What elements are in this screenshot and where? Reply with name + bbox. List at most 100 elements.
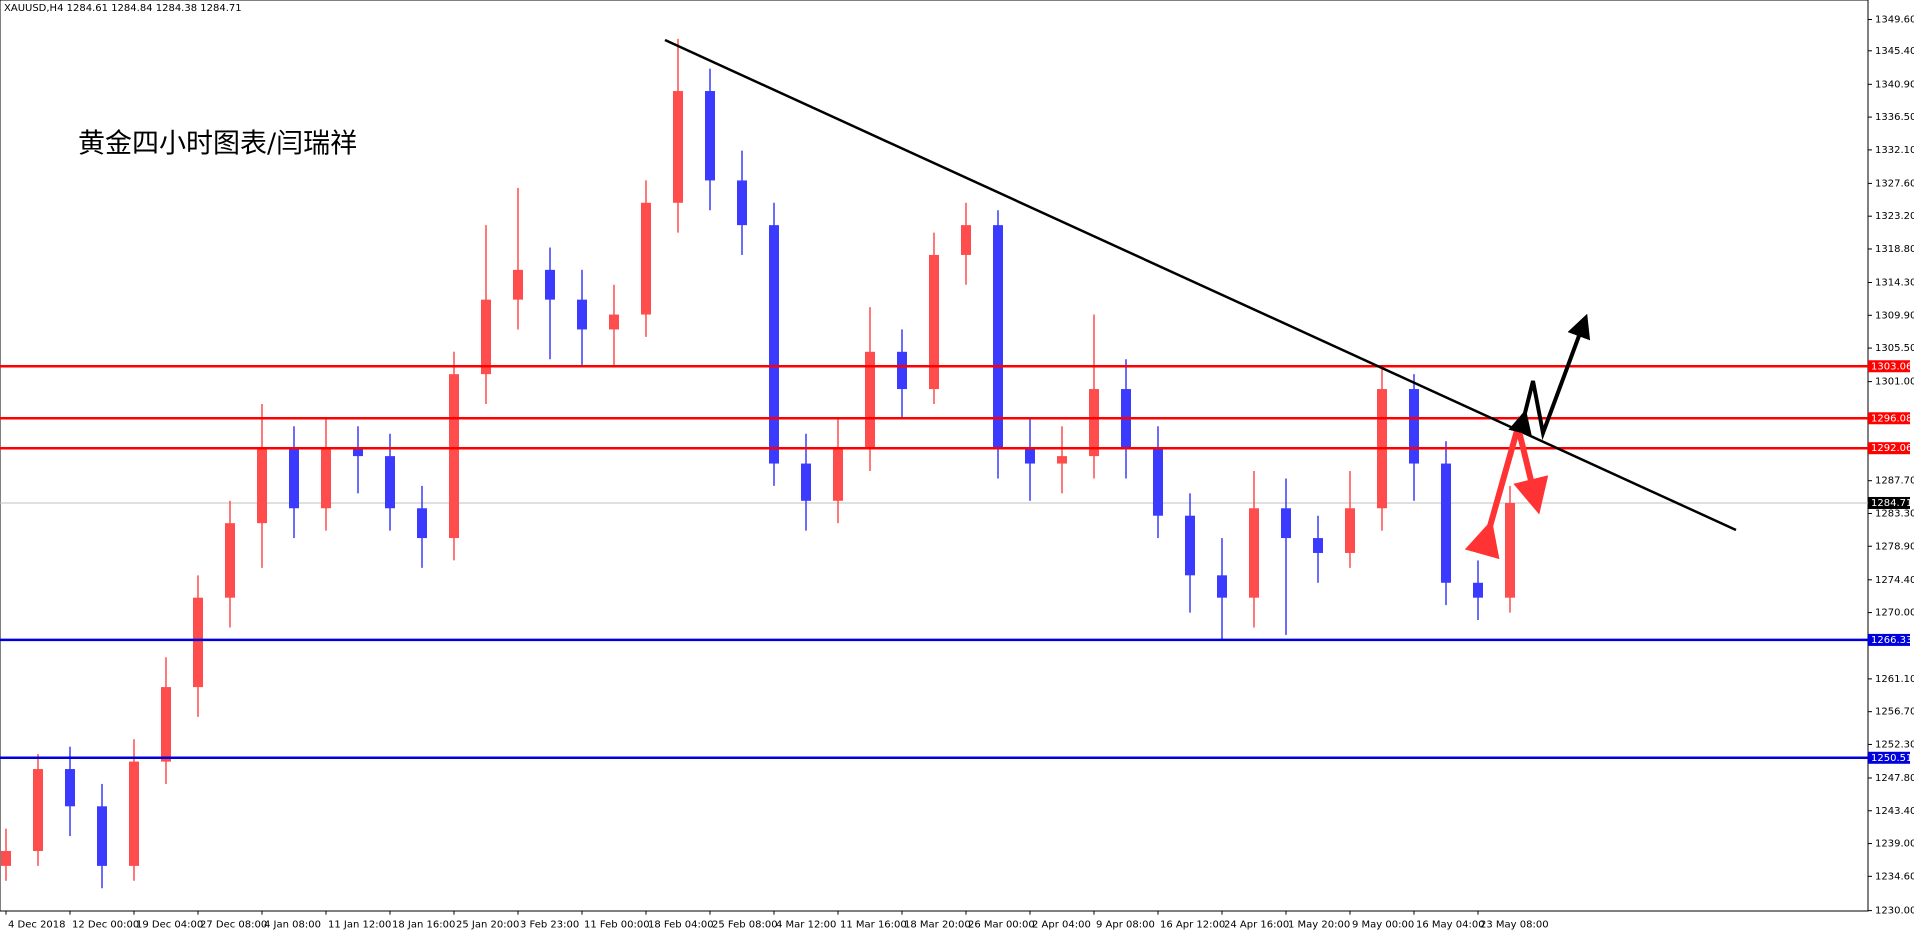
y-tick-label: 1309.90 bbox=[1875, 310, 1914, 321]
x-tick-label: 16 May 04:00 bbox=[1416, 920, 1485, 931]
x-tick-label: 24 Apr 16:00 bbox=[1224, 920, 1289, 931]
y-tick-label: 1327.60 bbox=[1875, 178, 1914, 189]
x-tick-label: 2 Apr 04:00 bbox=[1032, 920, 1091, 931]
y-tick-label: 1336.50 bbox=[1875, 112, 1914, 123]
x-tick-label: 12 Dec 00:00 bbox=[72, 920, 139, 931]
y-tick-label: 1283.30 bbox=[1875, 508, 1914, 519]
ohlc: 1284.84 bbox=[111, 3, 152, 14]
black-arrow bbox=[1508, 313, 1591, 441]
x-tick-label: 16 Apr 12:00 bbox=[1160, 920, 1225, 931]
y-tick-label: 1274.40 bbox=[1875, 575, 1914, 586]
y-tick-label: 1243.40 bbox=[1875, 806, 1914, 817]
candle-body bbox=[353, 448, 363, 457]
candle-body bbox=[641, 202, 651, 315]
candle-body bbox=[577, 299, 587, 330]
candle-body bbox=[769, 225, 779, 464]
y-tick-label: 1261.10 bbox=[1875, 674, 1914, 685]
x-tick-label: 9 May 00:00 bbox=[1352, 920, 1414, 931]
candle-body bbox=[865, 351, 875, 449]
candle-body bbox=[833, 448, 843, 501]
level-tag bbox=[1868, 751, 1910, 764]
y-tick-label: 1252.30 bbox=[1875, 739, 1914, 750]
bid-tag-label: 1284.71 bbox=[1871, 498, 1912, 509]
y-tick-label: 1345.40 bbox=[1875, 46, 1914, 57]
y-tick-label: 1230.00 bbox=[1875, 906, 1914, 917]
y-tick-label: 1301.00 bbox=[1875, 377, 1914, 388]
y-tick-label: 1234.60 bbox=[1875, 871, 1914, 882]
x-tick-label: 26 Mar 00:00 bbox=[968, 920, 1035, 931]
x-tick-label: 3 Feb 23:00 bbox=[520, 920, 579, 931]
level-tag bbox=[1868, 633, 1910, 646]
x-tick-label: 27 Dec 08:00 bbox=[200, 920, 267, 931]
header: XAUUSD,H4 1284.61 1284.84 1284.38 1284.7… bbox=[4, 3, 242, 14]
candle-body bbox=[225, 523, 235, 598]
x-tick-label: 25 Feb 08:00 bbox=[712, 920, 778, 931]
candle-body bbox=[161, 687, 171, 762]
candle-body bbox=[1281, 508, 1291, 539]
ohlc: 1284.38 bbox=[156, 3, 197, 14]
candle-body bbox=[1025, 448, 1035, 464]
level-tag-label: 1266.33 bbox=[1871, 635, 1912, 646]
y-tick-label: 1278.90 bbox=[1875, 541, 1914, 552]
candle-body bbox=[449, 374, 459, 539]
level-tag bbox=[1868, 412, 1910, 425]
level-tag-label: 1292.06 bbox=[1871, 443, 1912, 454]
y-tick-label: 1349.60 bbox=[1875, 15, 1914, 26]
candle-body bbox=[1473, 582, 1483, 598]
y-tick-label: 1323.20 bbox=[1875, 211, 1914, 222]
y-tick-label: 1287.70 bbox=[1875, 476, 1914, 487]
candle-body bbox=[33, 769, 43, 851]
candle-body bbox=[897, 351, 907, 390]
candle-body bbox=[1345, 508, 1355, 553]
level-tag-label: 1303.06 bbox=[1871, 361, 1912, 372]
candle-body bbox=[993, 225, 1003, 449]
symbol: XAUUSD,H4 bbox=[4, 3, 63, 14]
x-tick-label: 18 Jan 16:00 bbox=[392, 920, 455, 931]
x-tick-label: 25 Jan 20:00 bbox=[456, 920, 519, 931]
y-tick-label: 1332.10 bbox=[1875, 145, 1914, 156]
x-tick-label: 18 Mar 20:00 bbox=[904, 920, 971, 931]
candle-body bbox=[193, 597, 203, 688]
candle-body bbox=[705, 91, 715, 181]
x-tick-label: 9 Apr 08:00 bbox=[1096, 920, 1155, 931]
x-tick-label: 19 Dec 04:00 bbox=[136, 920, 203, 931]
level-tag-label: 1250.51 bbox=[1871, 753, 1912, 764]
candle-body bbox=[929, 254, 939, 390]
trend-line bbox=[664, 38, 1737, 532]
y-tick-label: 1305.50 bbox=[1875, 343, 1914, 354]
candle-body bbox=[321, 448, 331, 509]
chart-layer bbox=[0, 38, 1868, 889]
y-tick-label: 1247.80 bbox=[1875, 773, 1914, 784]
candle-body bbox=[1505, 502, 1515, 598]
candle-body bbox=[513, 269, 523, 300]
candle-body bbox=[417, 508, 427, 539]
x-tick-label: 4 Mar 12:00 bbox=[776, 920, 836, 931]
x-tick-label: 4 Jan 08:00 bbox=[264, 920, 321, 931]
candle-body bbox=[1, 850, 11, 866]
y-tick-label: 1239.00 bbox=[1875, 839, 1914, 850]
ohlc: 1284.61 bbox=[67, 3, 108, 14]
candle-body bbox=[1185, 515, 1195, 576]
candle-body bbox=[385, 456, 395, 509]
x-tick-label: 18 Feb 04:00 bbox=[648, 920, 714, 931]
candle-body bbox=[609, 314, 619, 330]
bid-tag bbox=[1868, 496, 1910, 509]
y-tick-label: 1270.00 bbox=[1875, 608, 1914, 619]
x-tick-label: 11 Mar 16:00 bbox=[840, 920, 907, 931]
candle-body bbox=[545, 269, 555, 300]
x-tick-label: 11 Feb 00:00 bbox=[584, 920, 650, 931]
ohlc: 1284.71 bbox=[200, 3, 241, 14]
level-tag bbox=[1868, 442, 1910, 455]
candle-body bbox=[1089, 389, 1099, 457]
candle-body bbox=[961, 225, 971, 255]
candle-body bbox=[1441, 463, 1451, 583]
y-tick-label: 1314.30 bbox=[1875, 278, 1914, 289]
x-tick-label: 11 Jan 12:00 bbox=[328, 920, 391, 931]
y-tick-label: 1256.70 bbox=[1875, 707, 1914, 718]
candle-body bbox=[129, 761, 139, 866]
level-tag-label: 1296.08 bbox=[1871, 413, 1912, 424]
x-tick-label: 4 Dec 2018 bbox=[8, 920, 66, 931]
candle-body bbox=[65, 769, 75, 807]
annotation: 黄金四小时图表/闫瑞祥 bbox=[78, 129, 357, 160]
